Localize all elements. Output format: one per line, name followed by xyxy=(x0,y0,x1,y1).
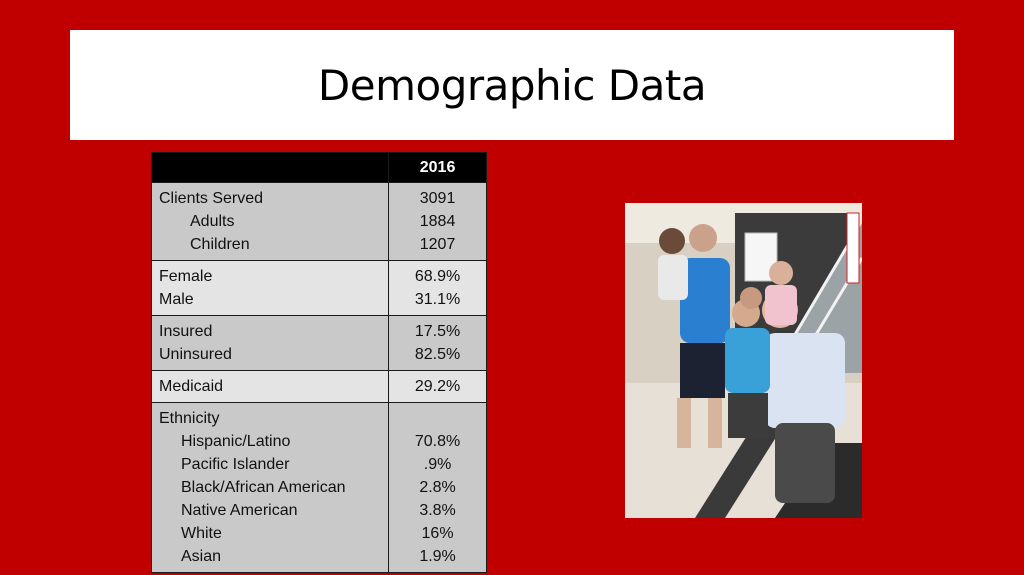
row-label: Adults xyxy=(190,213,235,230)
row-label: Hispanic/Latino xyxy=(181,433,291,450)
ethnicity-group: Ethnicity Hispanic/Latino Pacific Island… xyxy=(151,402,487,573)
row-label: Medicaid xyxy=(159,378,224,395)
row-label: Ethnicity xyxy=(159,410,220,427)
row-label: White xyxy=(181,525,222,542)
row-value: 29.2% xyxy=(414,378,461,395)
insurance-group: Insured Uninsured 17.5% 82.5% xyxy=(151,315,487,371)
row-value: 70.8% xyxy=(414,433,461,450)
clients-group: Clients Served Adults Children 3091 1884… xyxy=(151,182,487,261)
row-value: 1884 xyxy=(419,213,456,230)
row-label: Black/African American xyxy=(181,479,346,496)
gender-group: Female Male 68.9% 31.1% xyxy=(151,260,487,316)
row-value: 17.5% xyxy=(414,323,461,340)
title-box: Demographic Data xyxy=(70,30,954,140)
photo-illustration xyxy=(625,203,862,518)
row-label: Uninsured xyxy=(159,346,232,363)
demographic-table: 2016 Clients Served Adults Children 3091… xyxy=(151,152,487,573)
group-photo xyxy=(625,203,862,518)
row-value: 3091 xyxy=(419,190,456,207)
row-value: 16% xyxy=(421,525,454,542)
row-label: Asian xyxy=(181,548,222,565)
row-label: Female xyxy=(159,268,213,285)
row-label: Pacific Islander xyxy=(181,456,290,473)
header-label-cell xyxy=(151,152,390,183)
row-value: 68.9% xyxy=(414,268,461,285)
year-header: 2016 xyxy=(419,158,456,176)
row-value: .9% xyxy=(423,456,452,473)
page-title: Demographic Data xyxy=(317,60,707,110)
table-header-row: 2016 xyxy=(151,152,487,183)
row-value: 31.1% xyxy=(414,291,461,308)
medicaid-group: Medicaid 29.2% xyxy=(151,370,487,403)
row-label: Clients Served xyxy=(159,190,264,207)
row-value: 2.8% xyxy=(419,479,456,496)
row-value: 1.9% xyxy=(419,548,456,565)
row-label: Children xyxy=(190,236,250,253)
row-label: Insured xyxy=(159,323,213,340)
row-label: Native American xyxy=(181,502,298,519)
row-value xyxy=(389,407,486,430)
row-value: 3.8% xyxy=(419,502,456,519)
row-value: 82.5% xyxy=(414,346,461,363)
row-label: Male xyxy=(159,291,194,308)
row-value: 1207 xyxy=(419,236,456,253)
